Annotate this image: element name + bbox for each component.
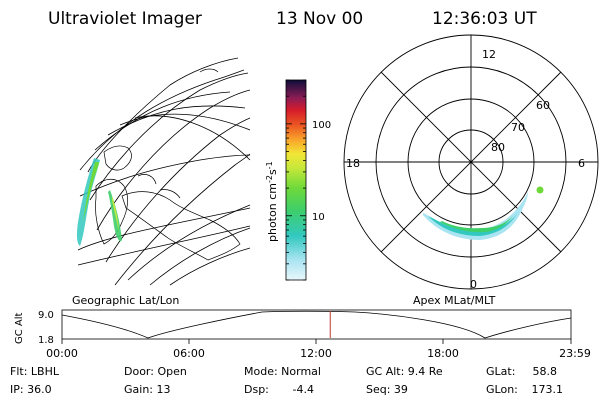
status-seq: Seq: 39 [366, 383, 408, 396]
mlt-label-12: 12 [482, 48, 496, 61]
status-glat-value: 58.8 [533, 365, 558, 378]
orbit-timeline: GC Alt 9.0 1.8 00:00 06:00 12:00 18:00 2… [14, 309, 591, 360]
apex-caption: Apex MLat/MLT [413, 294, 496, 307]
altitude-curve [61, 310, 572, 339]
timeline-ytick-bottom: 1.8 [38, 335, 54, 346]
time-label: 12:36:03 UT [432, 9, 537, 29]
status-door: Door: Open [124, 365, 187, 378]
timeline-xtick-2359: 23:59 [559, 347, 591, 360]
timeline-ylabel: GC Alt [14, 312, 25, 344]
mlt-label-6: 6 [578, 157, 585, 170]
timeline-xtick-1800: 18:00 [427, 347, 459, 360]
mlat-label-80: 80 [491, 141, 505, 154]
aurora-oval [423, 186, 544, 240]
status-ip: IP: 36.0 [10, 383, 52, 396]
date-label: 13 Nov 00 [276, 9, 363, 29]
mlat-label-70: 70 [511, 121, 525, 134]
status-dsp-value: -4.4 [293, 383, 314, 396]
status-gain: Gain: 13 [124, 383, 171, 396]
geographic-caption: Geographic Lat/Lon [72, 294, 179, 307]
mlt-label-0: 0 [470, 278, 477, 291]
status-flt: Flt: LBHL [10, 365, 60, 378]
aurora-geographic [76, 158, 122, 246]
colorbar-tick-10: 10 [312, 212, 325, 223]
colorbar-tick-100: 100 [312, 120, 331, 131]
mlt-label-18: 18 [346, 157, 360, 170]
timeline-xtick-1200: 12:00 [300, 347, 332, 360]
color-scale-bar [285, 79, 307, 281]
geographic-map [77, 57, 251, 286]
status-dsp-label: Dsp: [244, 383, 269, 396]
timeline-xtick-0000: 00:00 [46, 347, 78, 360]
timeline-xtick-0600: 06:00 [173, 347, 205, 360]
polar-plot: 12 18 6 0 60 70 80 [343, 34, 599, 291]
color-scale: 100 10 photon cm-2s-1 [265, 79, 331, 281]
status-mode: Mode: Normal [244, 365, 321, 378]
status-panel: Flt: LBHL Door: Open Mode: Normal GC Alt… [10, 365, 563, 396]
status-glon-label: GLon: [486, 383, 518, 396]
status-gc-alt: GC Alt: 9.4 Re [366, 365, 443, 378]
status-glon-value: 173.1 [532, 383, 564, 396]
mlat-label-60: 60 [536, 99, 550, 112]
colorbar-unit-label: photon cm-2s-1 [265, 161, 279, 242]
timeline-ytick-top: 9.0 [38, 310, 54, 321]
status-glat-label: GLat: [486, 365, 515, 378]
instrument-title: Ultraviolet Imager [48, 9, 202, 29]
